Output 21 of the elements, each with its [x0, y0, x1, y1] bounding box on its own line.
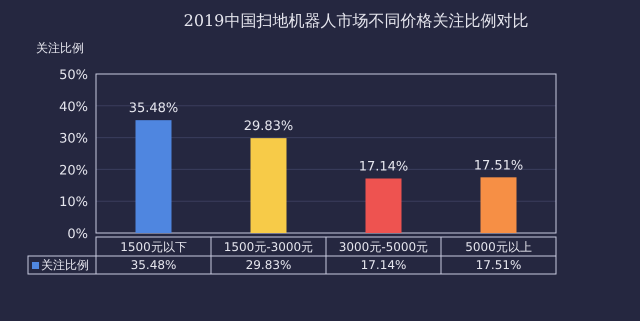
text: 35.48% — [128, 101, 178, 116]
data-label: 35.48% — [130, 258, 176, 272]
text: 17.14% — [358, 159, 408, 174]
y-tick-label: 20% — [59, 163, 88, 178]
data-label: 17.51% — [476, 258, 522, 272]
x-tick-label: 1500元以下 — [120, 240, 187, 254]
text: 29.83% — [244, 119, 294, 134]
y-axis-title: 关注比例 — [36, 41, 84, 55]
legend-label: 关注比例 — [41, 258, 89, 272]
y-tick-label: 10% — [59, 195, 88, 210]
y-tick-label: 40% — [59, 100, 88, 115]
y-tick-label: 50% — [59, 68, 88, 83]
text: 17.51% — [474, 158, 524, 174]
y-tick-label: 0% — [67, 227, 88, 242]
chart-title: 2019中国扫地机器人市场不同价格关注比例对比 — [184, 11, 528, 30]
x-tick-label: 3000元-5000元 — [338, 240, 428, 254]
x-tick-label: 5000元以上 — [465, 240, 532, 254]
data-label: 29.83% — [246, 258, 292, 272]
x-tick-label: 1500元-3000元 — [224, 240, 314, 254]
y-tick-label: 30% — [59, 132, 88, 147]
data-label: 17.14% — [360, 258, 406, 272]
